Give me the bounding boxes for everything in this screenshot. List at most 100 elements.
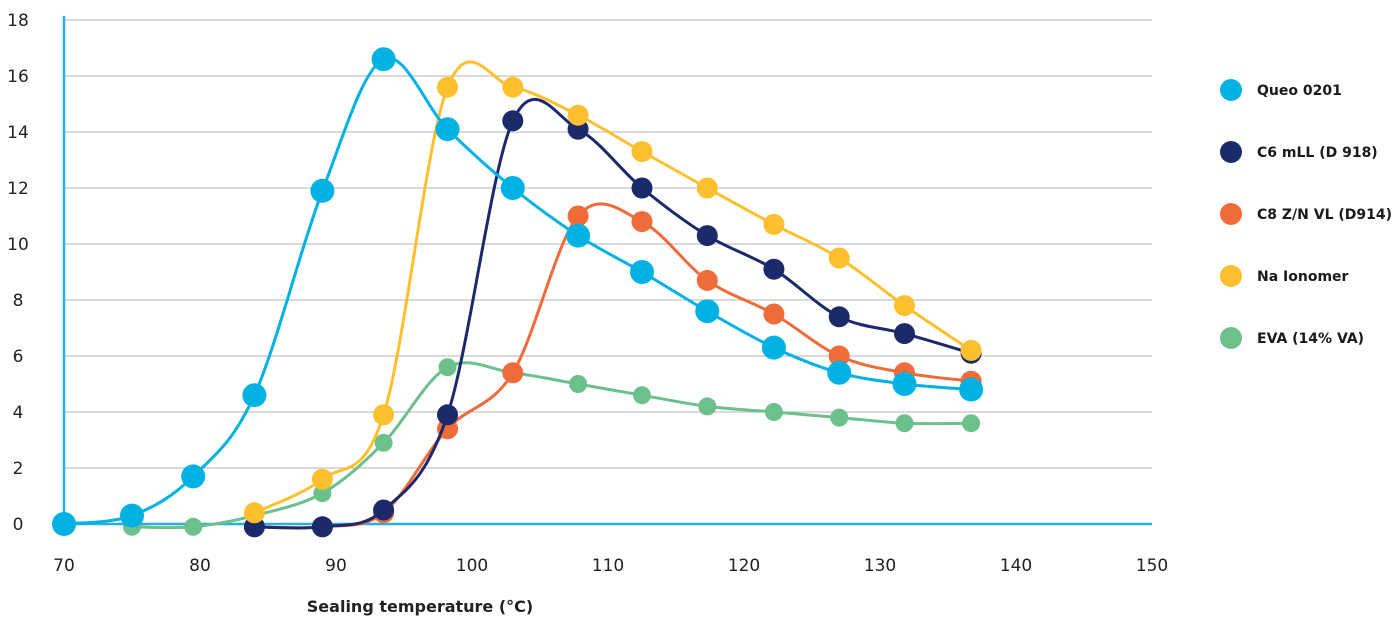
series-c8-z-n-vl-d914-: [243, 202, 982, 538]
data-point: [371, 47, 396, 72]
data-point: [310, 178, 335, 203]
data-point: [828, 247, 850, 269]
data-point: [763, 258, 785, 280]
y-tick-label: 18: [7, 11, 29, 31]
grid-lines: [64, 19, 1152, 469]
series-na-ionomer: [243, 60, 982, 524]
data-point: [696, 269, 718, 291]
data-point: [830, 408, 849, 427]
data-point: [311, 468, 333, 490]
x-tick-label: 110: [592, 556, 624, 576]
legend-marker: [1220, 265, 1242, 287]
data-point: [698, 397, 717, 416]
legend-item: C8 Z/N VL (D914): [1220, 203, 1392, 225]
data-point: [828, 306, 850, 328]
x-tick-label: 120: [728, 556, 760, 576]
y-tick-label: 4: [13, 403, 24, 423]
x-tick-labels: 70 80 90 100 110 120 130 140 150: [53, 556, 1168, 576]
data-point: [437, 76, 459, 98]
data-point: [184, 517, 203, 536]
data-point: [242, 383, 267, 408]
series-c6-mll-d-918-: [243, 97, 982, 538]
x-tick-label: 90: [325, 556, 347, 576]
data-point: [763, 303, 785, 325]
x-tick-label: 150: [1136, 556, 1168, 576]
legend-marker: [1220, 141, 1242, 163]
legend-item: Na Ionomer: [1220, 265, 1349, 287]
data-point: [828, 345, 850, 367]
data-point: [892, 372, 917, 396]
data-point: [566, 223, 591, 248]
legend-label: C8 Z/N VL (D914): [1257, 207, 1392, 223]
data-point: [313, 484, 332, 503]
legend-marker: [1220, 79, 1242, 101]
y-tick-label: 12: [7, 179, 29, 199]
data-point: [500, 176, 525, 200]
series-queo-0201: [52, 47, 984, 536]
data-point: [893, 323, 915, 345]
series-line: [253, 60, 972, 515]
x-tick-label: 140: [1000, 556, 1032, 576]
data-point: [243, 502, 265, 524]
data-point: [962, 414, 981, 433]
data-point: [630, 260, 654, 284]
data-point: [373, 404, 395, 426]
legend-marker: [1220, 327, 1242, 349]
data-point: [960, 339, 982, 361]
legend-item: EVA (14% VA): [1220, 327, 1364, 349]
series-group: [52, 47, 984, 538]
data-point: [502, 110, 524, 132]
data-point: [761, 335, 786, 360]
data-point: [695, 299, 720, 324]
x-tick-label: 100: [456, 556, 488, 576]
legend-item: Queo 0201: [1220, 79, 1342, 101]
legend-marker: [1220, 203, 1242, 225]
data-point: [827, 360, 852, 385]
legend: Queo 0201 C6 mLL (D 918) C8 Z/N VL (D914) N…: [1220, 79, 1392, 349]
data-point: [633, 386, 651, 405]
y-tick-label: 16: [7, 67, 29, 87]
x-tick-label: 70: [53, 556, 75, 576]
data-point: [181, 464, 206, 489]
x-tick-label: 80: [189, 556, 211, 576]
data-point: [631, 141, 653, 163]
data-point: [567, 205, 589, 227]
x-tick-label: 130: [864, 556, 896, 576]
data-point: [631, 177, 653, 199]
data-point: [764, 403, 783, 421]
series-line: [254, 202, 972, 530]
legend-label: C6 mLL (D 918): [1257, 145, 1378, 161]
y-tick-label: 10: [7, 235, 29, 255]
y-tick-label: 8: [13, 291, 24, 311]
data-point: [374, 433, 393, 452]
y-tick-label: 2: [13, 459, 24, 479]
data-point: [435, 117, 460, 142]
data-point: [895, 414, 914, 433]
x-axis-label: Sealing temperature (°C): [307, 597, 533, 616]
data-point: [502, 76, 524, 98]
data-point: [569, 375, 588, 393]
data-point: [959, 377, 984, 402]
legend-label: EVA (14% VA): [1257, 331, 1364, 347]
data-point: [696, 225, 718, 247]
y-tick-label: 6: [13, 347, 24, 367]
legend-item: C6 mLL (D 918): [1220, 141, 1378, 163]
data-point: [893, 295, 915, 317]
legend-label: Queo 0201: [1257, 83, 1342, 99]
data-point: [696, 177, 718, 199]
series-line: [63, 56, 972, 526]
data-point: [437, 404, 459, 426]
y-tick-labels: 0 2 4 6 8 10 12 14 16 18: [7, 11, 29, 535]
axes: [62, 16, 1152, 526]
data-point: [120, 503, 144, 528]
data-point: [567, 104, 589, 126]
y-tick-label: 14: [7, 123, 29, 143]
legend-label: Na Ionomer: [1257, 269, 1349, 285]
data-point: [52, 512, 76, 536]
data-point: [438, 358, 457, 377]
data-point: [763, 213, 785, 235]
data-point: [311, 516, 333, 538]
data-point: [631, 211, 653, 233]
data-point: [373, 499, 395, 521]
